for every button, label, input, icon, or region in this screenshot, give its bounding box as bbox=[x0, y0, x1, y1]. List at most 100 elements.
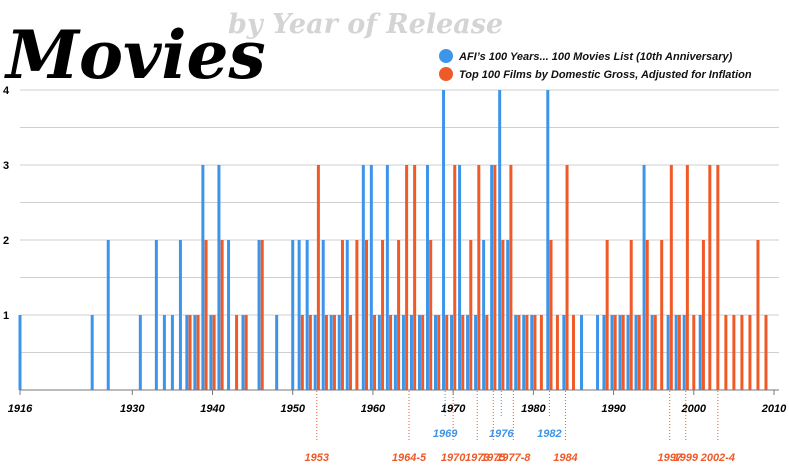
bar-afi bbox=[530, 315, 534, 390]
bar-afi bbox=[361, 165, 365, 390]
bar-gross bbox=[669, 165, 673, 390]
bar-gross bbox=[477, 165, 481, 390]
bar-gross bbox=[571, 315, 575, 390]
bar-gross bbox=[701, 240, 705, 390]
bar-gross bbox=[405, 165, 409, 390]
bar-gross bbox=[629, 240, 633, 390]
bar-gross bbox=[555, 315, 559, 390]
bar-gross bbox=[732, 315, 736, 390]
annotation-label: 1999 bbox=[674, 452, 699, 464]
bar-gross bbox=[381, 240, 385, 390]
bar-gross bbox=[235, 315, 239, 390]
bar-gross bbox=[429, 240, 433, 390]
bar-gross bbox=[212, 315, 216, 390]
bar-afi bbox=[618, 315, 622, 390]
bar-afi bbox=[170, 315, 174, 390]
bar-gross bbox=[660, 240, 664, 390]
bar-afi bbox=[217, 165, 221, 390]
bar-gross bbox=[196, 315, 200, 390]
annotation-label: 1970 bbox=[441, 452, 466, 464]
bar-afi bbox=[562, 315, 566, 390]
y-tick-label: 2 bbox=[3, 235, 9, 247]
x-tick-label: 1950 bbox=[280, 403, 305, 415]
bar-gross bbox=[389, 315, 393, 390]
bar-afi bbox=[579, 315, 583, 390]
bar-afi bbox=[546, 90, 550, 390]
bar-afi bbox=[178, 240, 182, 390]
bar-afi bbox=[674, 315, 678, 390]
x-tick-label: 1916 bbox=[8, 403, 33, 415]
bar-gross bbox=[740, 315, 744, 390]
chart-subtitle: by Year of Release bbox=[228, 9, 503, 40]
bar-gross bbox=[308, 315, 312, 390]
bar-gross bbox=[316, 165, 320, 390]
x-tick-label: 2010 bbox=[761, 403, 787, 415]
bar-afi bbox=[377, 315, 381, 390]
bar-afi bbox=[193, 315, 197, 390]
y-tick-label: 1 bbox=[3, 310, 9, 322]
bar-gross bbox=[748, 315, 752, 390]
bar-afi bbox=[466, 315, 470, 390]
bar-gross bbox=[764, 315, 768, 390]
bar-gross bbox=[348, 315, 352, 390]
bar-afi bbox=[393, 315, 397, 390]
x-tick-label: 1930 bbox=[120, 403, 145, 415]
bar-afi bbox=[458, 165, 462, 390]
legend: AFI’s 100 Years... 100 Movies List (10th… bbox=[439, 49, 752, 81]
bar-afi bbox=[329, 315, 333, 390]
legend-swatch-afi bbox=[439, 49, 453, 63]
bar-gross bbox=[373, 315, 377, 390]
bar-gross bbox=[244, 315, 248, 390]
bar-gross bbox=[533, 315, 537, 390]
x-tick-label: 1940 bbox=[200, 403, 225, 415]
bar-afi bbox=[345, 240, 349, 390]
x-tick-label: 1990 bbox=[601, 403, 626, 415]
bar-afi bbox=[596, 315, 600, 390]
bar-gross bbox=[461, 315, 465, 390]
annotation-label: 1977-8 bbox=[496, 452, 531, 464]
bar-afi bbox=[698, 315, 702, 390]
bar-afi bbox=[106, 240, 110, 390]
bar-gross bbox=[621, 315, 625, 390]
annotation-label: 1976 bbox=[489, 428, 514, 440]
bar-afi bbox=[602, 315, 606, 390]
annotation-label: 2002-4 bbox=[700, 452, 735, 464]
bar-gross bbox=[539, 315, 543, 390]
bar-afi bbox=[425, 165, 429, 390]
bar-afi bbox=[474, 315, 478, 390]
bar-afi bbox=[442, 90, 446, 390]
annotation-label: 1982 bbox=[537, 428, 561, 440]
annotation-label: 1997 bbox=[657, 452, 682, 464]
bar-afi bbox=[498, 90, 502, 390]
bar-gross bbox=[645, 240, 649, 390]
annotations: 1969 1976 1982 1953 1964-5 1970 197319751977-8… bbox=[305, 391, 735, 464]
bar-gross bbox=[517, 315, 521, 390]
x-tick-label: 1980 bbox=[521, 403, 546, 415]
bar-afi bbox=[385, 165, 389, 390]
bar-afi bbox=[201, 165, 205, 390]
bar-gross bbox=[677, 315, 681, 390]
bar-afi bbox=[514, 315, 518, 390]
bar-afi bbox=[305, 240, 309, 390]
bar-afi bbox=[666, 315, 670, 390]
bar-afi bbox=[409, 315, 413, 390]
bar-afi bbox=[291, 240, 295, 390]
bar-afi bbox=[482, 240, 486, 390]
bar-afi bbox=[369, 165, 373, 390]
bar-afi bbox=[313, 315, 317, 390]
bar-gross bbox=[605, 240, 609, 390]
bar-gross bbox=[365, 240, 369, 390]
bar-gross bbox=[692, 315, 696, 390]
annotation-label: 1953 bbox=[305, 452, 329, 464]
bar-afi bbox=[257, 240, 261, 390]
bar-gross bbox=[469, 240, 473, 390]
bar-gross bbox=[340, 240, 344, 390]
bar-afi bbox=[209, 315, 213, 390]
bar-gross bbox=[300, 315, 304, 390]
bar-gross bbox=[637, 315, 641, 390]
bar-gross bbox=[724, 315, 728, 390]
axes: 1916 1930 1940 1950 1960 1970 1980 1990 2000 2010… bbox=[3, 85, 787, 415]
bar-gross bbox=[437, 315, 441, 390]
bar-gross bbox=[716, 165, 720, 390]
bar-gross bbox=[493, 165, 497, 390]
